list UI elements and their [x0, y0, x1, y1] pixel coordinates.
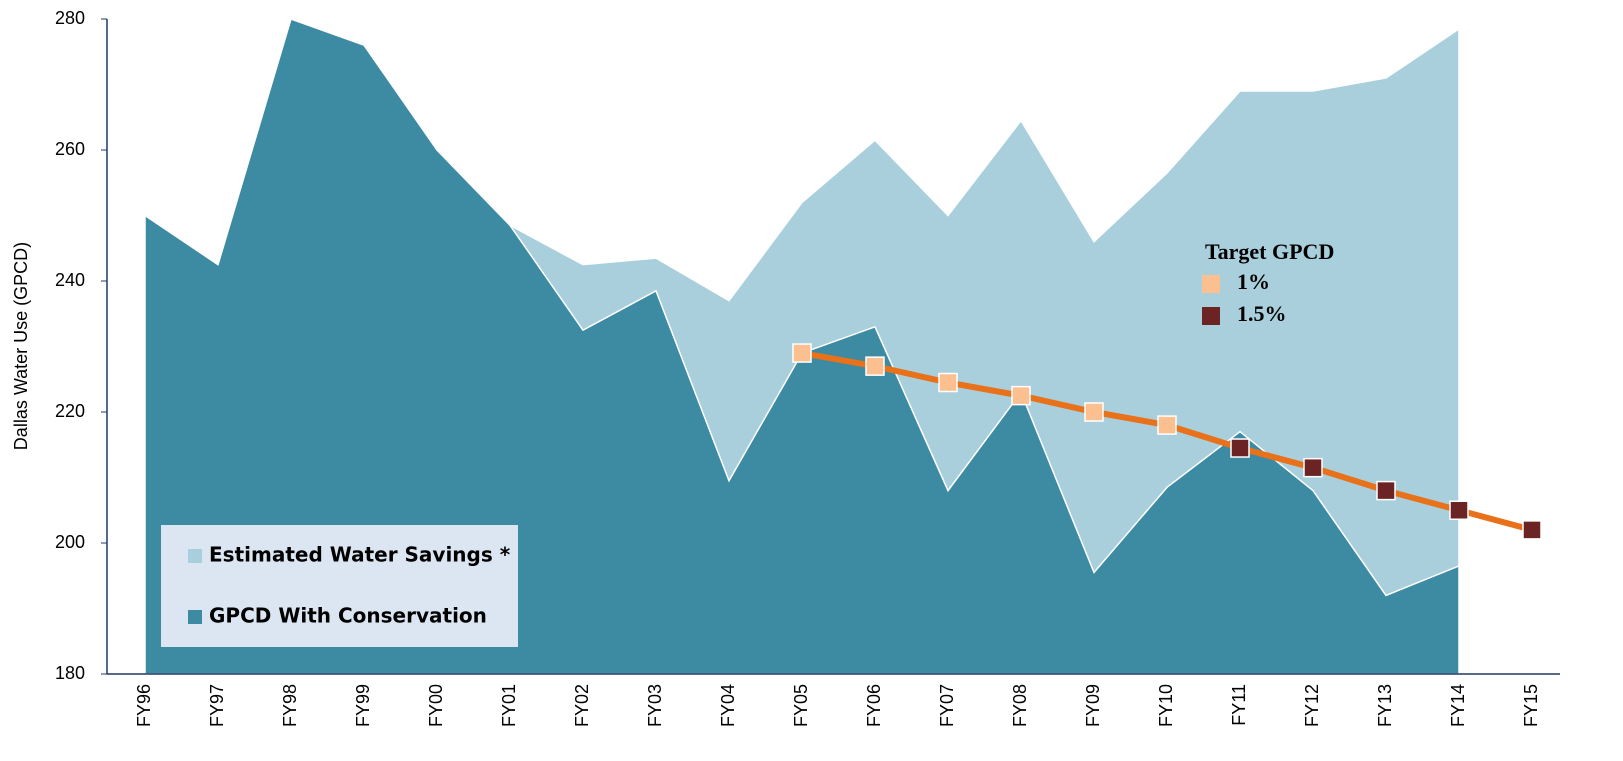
x-tick-label: FY98 [280, 684, 300, 727]
x-tick-label: FY96 [134, 684, 154, 727]
target-marker [1522, 520, 1542, 540]
y-axis-label: Dallas Water Use (GPCD) [11, 242, 31, 450]
legend-label: 1% [1237, 269, 1270, 294]
x-tick-label: FY06 [864, 684, 884, 727]
target-marker [938, 372, 958, 393]
legend-swatch [1202, 275, 1220, 293]
x-tick-label: FY07 [937, 684, 957, 727]
x-tick-label: FY09 [1083, 684, 1103, 727]
x-tick-label: FY14 [1448, 684, 1468, 727]
y-tick-label: 200 [55, 532, 85, 552]
x-tick-label: FY11 [1229, 684, 1249, 726]
y-tick-label: 280 [55, 8, 85, 28]
x-tick-label: FY01 [499, 684, 519, 727]
x-tick-label: FY02 [572, 684, 592, 727]
target-marker [1449, 500, 1469, 520]
x-tick-label: FY08 [1010, 684, 1030, 727]
area [144, 18, 1460, 675]
x-tick-label: FY04 [718, 684, 738, 727]
target-marker [1376, 480, 1396, 501]
y-tick-label: 220 [55, 401, 85, 421]
y-tick-label: 180 [55, 663, 85, 683]
x-tick-label: FY05 [791, 684, 811, 727]
x-tick-label: FY13 [1375, 684, 1395, 727]
target-marker [1011, 385, 1031, 406]
legend-label: 1.5% [1237, 301, 1287, 326]
y-tick-label: 240 [55, 270, 85, 290]
legend-swatch [188, 610, 202, 624]
x-tick-label: FY99 [353, 684, 373, 727]
legend-label: Estimated Water Savings * [209, 543, 511, 567]
x-tick-label: FY97 [207, 684, 227, 727]
x-tick-label: FY15 [1521, 684, 1541, 727]
legend-swatch [188, 549, 202, 563]
target-marker [1084, 402, 1104, 422]
legend-swatch [1202, 307, 1220, 325]
target-marker [1157, 415, 1177, 435]
legend-label: GPCD With Conservation [209, 604, 487, 628]
x-tick-label: FY00 [426, 684, 446, 727]
x-tick-label: FY10 [1156, 684, 1176, 727]
legend-box [161, 525, 518, 647]
target-marker [1230, 438, 1250, 458]
x-tick-label: FY12 [1302, 684, 1322, 727]
target-marker [865, 356, 885, 376]
y-tick-label: 260 [55, 139, 85, 159]
target-marker [792, 343, 812, 363]
x-tick-label: FY03 [645, 684, 665, 727]
target-marker [1303, 457, 1323, 478]
target-legend-title: Target GPCD [1205, 239, 1334, 264]
